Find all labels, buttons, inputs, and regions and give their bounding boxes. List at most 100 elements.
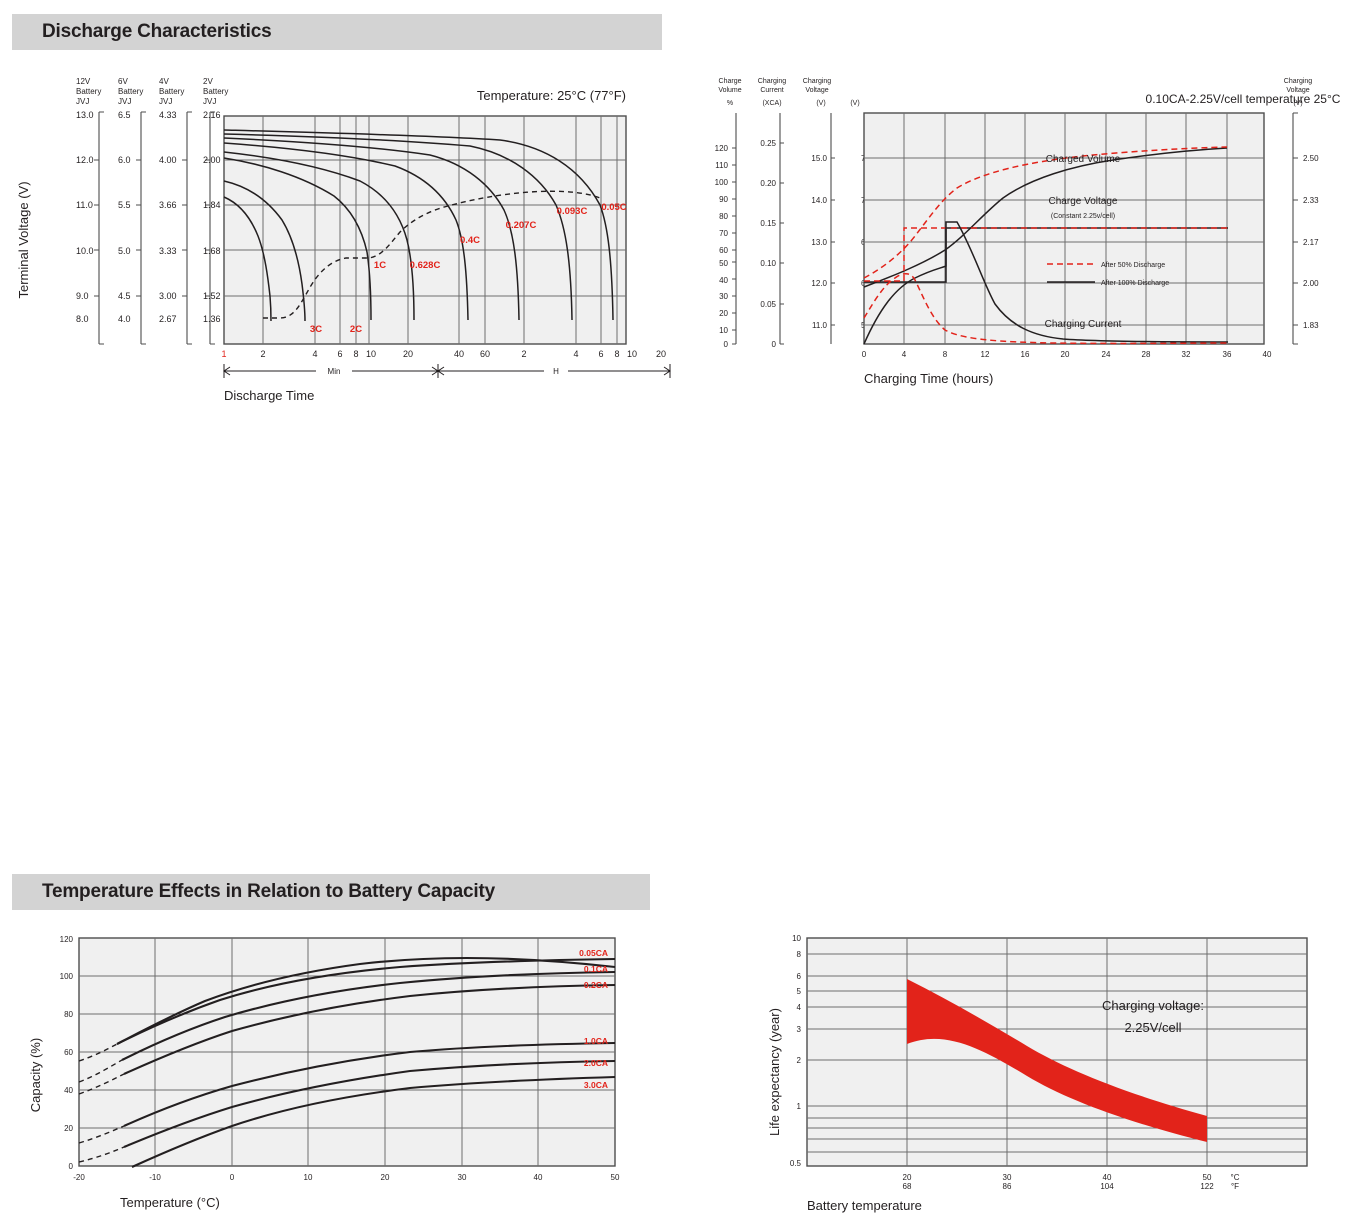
scale-right-head1: Charging xyxy=(1284,78,1313,85)
series-label-10ca: 1.0CA xyxy=(584,1036,608,1046)
scale-cvolt-tick-3: 12.0 xyxy=(811,279,827,288)
scale-6v-tick-0: 6.5 xyxy=(118,110,131,120)
ytick-life-7: 1 xyxy=(797,1102,802,1111)
scale-cv-tick-12: 0 xyxy=(724,340,729,349)
scale-6v-tick-4: 4.5 xyxy=(118,291,131,301)
scale-cv-tick-7: 50 xyxy=(719,259,728,268)
xtick-f-8: 32 xyxy=(1182,350,1191,359)
scale-2v-tick-4: 1.52 xyxy=(203,291,221,301)
scale-right-head2: Voltage xyxy=(1286,87,1309,94)
label-charged-volume: Charged Volume xyxy=(1046,154,1121,165)
ytick-life-2: 6 xyxy=(797,972,802,981)
scale-12v-head2: Battery xyxy=(76,87,101,96)
scale-12v-tick-0: 13.0 xyxy=(76,110,94,120)
xtick-12: 8 xyxy=(614,349,619,359)
scale-cc-tick-0: 0.25 xyxy=(760,139,776,148)
xticks-discharge: 1 2 4 6 8 10 20 40 60 2 4 6 8 10 20 xyxy=(221,349,666,359)
xtick-0: 1 xyxy=(221,349,226,359)
ytick-cap-4: 80 xyxy=(64,1010,73,1019)
scale-2v-tick-1: 2.00 xyxy=(203,155,221,165)
ytick-life-8: 0.5 xyxy=(790,1159,802,1168)
note-charging-voltage-line1: Charging voltage: xyxy=(1102,998,1204,1013)
scale-cvolt-tick-0: 15.0 xyxy=(811,154,827,163)
panel-temperature-effects-float-life: Temperature Effects on Long Term Float L… xyxy=(683,430,1365,1213)
series-label-20ca: 2.0CA xyxy=(584,1058,608,1068)
scale-6v-head2: Battery xyxy=(118,87,143,96)
scale-cv-tick-2: 100 xyxy=(715,178,729,187)
xtick-unit-f: °F xyxy=(1231,1182,1239,1191)
xtick-f-10: 40 xyxy=(1263,350,1272,359)
scale-6v-tick-1: 6.0 xyxy=(118,155,131,165)
scale-cvolt-head1: Charging xyxy=(803,78,832,85)
panel-temperature-effects-capacity: Temperature Effects in Relation to Batte… xyxy=(0,430,683,1210)
range-bars-discharge xyxy=(223,364,671,378)
scale-12v-tick-1: 12.0 xyxy=(76,155,94,165)
xtick-cap-2: 0 xyxy=(230,1173,235,1182)
panel-discharge-characteristics: Discharge Characteristics Terminal Volta… xyxy=(0,0,683,425)
xtick-cap-1: -10 xyxy=(149,1173,161,1182)
xtick-4: 8 xyxy=(353,349,358,359)
yticks-life: 10 8 6 5 4 3 2 1 0.5 xyxy=(790,934,802,1168)
scale-cv-unit: % xyxy=(727,100,733,107)
curve-charging-current-100 xyxy=(863,221,1229,345)
annotation-float-condition: 0.10CA-2.25V/cell temperature 25°C xyxy=(1146,92,1341,106)
label-charge-voltage: Charge Voltage xyxy=(1049,196,1118,207)
ytick-life-4: 4 xyxy=(797,1003,802,1012)
scale-6v: 6V Battery JVJ 6.5 6.0 5.5 5.0 4.5 4.0 xyxy=(118,77,146,345)
scale-4v-head1: 4V xyxy=(159,77,169,86)
scale-12v-head3: JVJ xyxy=(76,97,89,106)
xtick-life-1-f: 86 xyxy=(1003,1182,1012,1191)
chart-discharge: Terminal Voltage (V) 12V Battery JVJ 13.… xyxy=(0,0,683,425)
scale-2v: 2V Battery JVJ 2.16 2.00 1.84 1.68 1.52 … xyxy=(203,77,228,345)
scale-right-unit: (V) xyxy=(1293,100,1302,107)
scale-6v-tick-5: 4.0 xyxy=(118,314,131,324)
ytick-life-5: 3 xyxy=(797,1025,802,1034)
axis-label-battery-temperature: Battery temperature xyxy=(807,1198,922,1213)
xtick-life-2-c: 40 xyxy=(1103,1173,1112,1182)
series-label-30ca: 3.0CA xyxy=(584,1080,608,1090)
scale-cvolt-tick-1: 14.0 xyxy=(811,196,827,205)
xtick-14: 20 xyxy=(656,349,666,359)
ytick-cap-6: 120 xyxy=(60,935,74,944)
scale-cc-unit: (XCA) xyxy=(762,100,781,107)
panel-title-discharge: Discharge Characteristics xyxy=(42,21,272,42)
xtick-2: 4 xyxy=(312,349,317,359)
scale-cv-tick-3: 90 xyxy=(719,195,728,204)
ytick-cap-2: 40 xyxy=(64,1086,73,1095)
crate-label-0628c: 0.628C xyxy=(410,260,441,271)
scale-4v-head2: Battery xyxy=(159,87,184,96)
crate-label-005c: 0.05C xyxy=(601,202,626,213)
series-label-02ca: 0.2CA xyxy=(584,980,608,990)
scale-cvolt-tick-2: 13.0 xyxy=(811,238,827,247)
curve-charged-volume-100 xyxy=(863,147,1228,288)
chart-float: Charge Volume % 120 110 100 90 80 70 60 … xyxy=(683,0,1365,425)
curve-charge-voltage-50 xyxy=(864,227,1228,282)
scale-2v-tick-5: 1.36 xyxy=(203,314,221,324)
scale-4v-tick-5: 2.67 xyxy=(159,314,177,324)
scale-cv-tick-5: 70 xyxy=(719,229,728,238)
scale-cv-tick-9: 30 xyxy=(719,292,728,301)
xtick-1: 2 xyxy=(260,349,265,359)
scale-cc-tick-2: 0.15 xyxy=(760,219,776,228)
xtick-3: 6 xyxy=(337,349,342,359)
series-label-01ca: 0.1CA xyxy=(584,964,608,974)
crate-label-0207c: 0.207C xyxy=(506,220,537,231)
xticks-float: 0 4 8 12 16 20 24 28 32 36 40 xyxy=(862,350,1272,359)
scale-cellv-unit: (V) xyxy=(850,100,859,107)
chart-life: Life expectancy (year) 10 8 6 5 4 xyxy=(683,860,1365,1225)
scale-cvolt-tick-4: 11.0 xyxy=(812,321,828,330)
ytick-cap-3: 60 xyxy=(64,1048,73,1057)
scale-cv-tick-8: 40 xyxy=(719,276,728,285)
xtick-cap-3: 10 xyxy=(304,1173,313,1182)
scale-6v-head1: 6V xyxy=(118,77,128,86)
scale-12v: 12V Battery JVJ 13.0 12.0 11.0 10.0 9.0 … xyxy=(76,77,104,345)
scale-12v-head1: 12V xyxy=(76,77,91,86)
scale-right-tick-0: 2.50 xyxy=(1303,154,1319,163)
xtick-cap-5: 30 xyxy=(458,1173,467,1182)
ytick-life-6: 2 xyxy=(797,1056,802,1065)
scale-12v-tick-3: 10.0 xyxy=(76,246,94,256)
xtick-13: 10 xyxy=(627,349,637,359)
xtick-life-3-c: 50 xyxy=(1203,1173,1212,1182)
scale-6v-head3: JVJ xyxy=(118,97,131,106)
scale-cc-tick-1: 0.20 xyxy=(760,179,776,188)
